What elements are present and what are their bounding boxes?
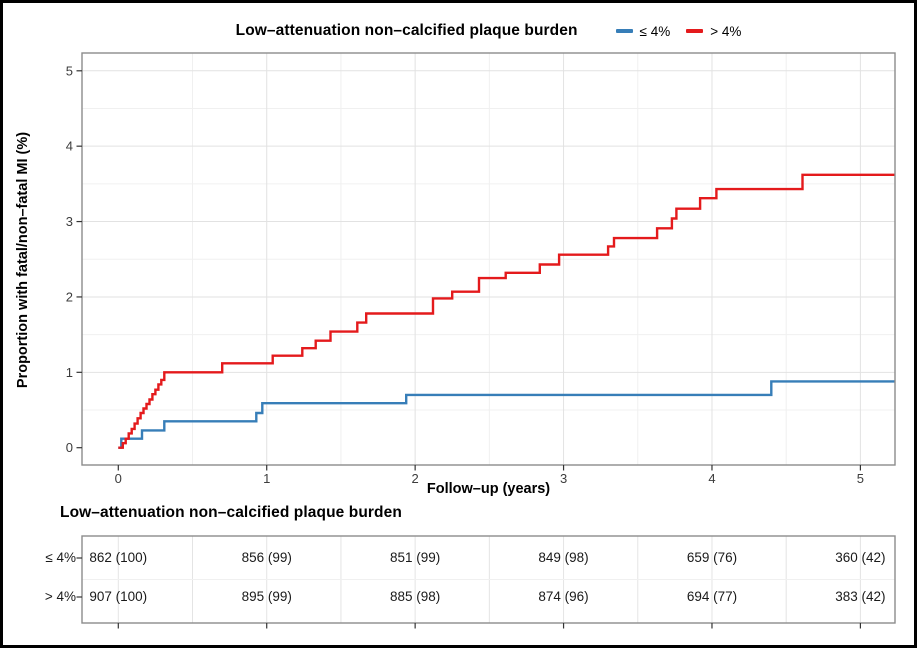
- chart-title: Low–attenuation non–calcified plaque bur…: [235, 22, 578, 39]
- legend-label-le4: ≤ 4%: [639, 23, 671, 39]
- risk-cell: 885 (98): [389, 589, 441, 604]
- y-tick-label: 0: [66, 440, 73, 455]
- risk-row-label-le4: ≤ 4%: [45, 550, 76, 565]
- y-tick-label: 4: [66, 139, 73, 154]
- x-tick-label: 4: [708, 471, 715, 486]
- x-tick-label: 2: [412, 471, 419, 486]
- risk-cell: 360 (42): [835, 550, 886, 565]
- risk-table-title: Low–attenuation non–calcified plaque bur…: [60, 504, 402, 521]
- risk-cell: 874 (96): [538, 589, 589, 604]
- legend-item-gt4: > 4%: [686, 24, 741, 39]
- chart-gridlines-major: [82, 53, 895, 465]
- risk-cell: 383 (42): [835, 589, 886, 604]
- risk-cell: 659 (76): [686, 550, 738, 565]
- risk-cell: 862 (100): [89, 550, 148, 565]
- x-tick-label: 0: [115, 471, 122, 486]
- curve-le4: [118, 380, 895, 449]
- legend-item-le4: ≤ 4%: [615, 23, 671, 39]
- risk-row-label-gt4: > 4%: [44, 589, 76, 604]
- risk-cell: 849 (98): [538, 550, 589, 565]
- risk-cell: 856 (99): [241, 550, 292, 565]
- x-axis-title: Follow–up (years): [426, 481, 551, 497]
- risk-cell: 907 (100): [89, 589, 148, 604]
- risk-cell: 851 (99): [389, 550, 441, 565]
- legend-swatch-gt4-icon: [686, 29, 704, 33]
- y-tick-label: 3: [66, 214, 73, 229]
- x-tick-label: 3: [560, 471, 567, 486]
- risk-table-border: [81, 535, 896, 624]
- y-tick-label: 2: [66, 289, 73, 304]
- legend-label-gt4: > 4%: [710, 23, 742, 39]
- figure-header: Low–attenuation non–calcified plaque bur…: [82, 19, 895, 43]
- risk-cell: 694 (77): [686, 589, 738, 604]
- chart-panel-border: [81, 52, 896, 466]
- axis-tick-labels: 0 1 2 3 4 5 0 1 2 3 4 5: [66, 63, 864, 486]
- y-tick-label: 5: [66, 63, 73, 78]
- y-tick-label: 1: [66, 365, 73, 380]
- table-gridlines: [82, 536, 895, 623]
- legend-swatch-le4-icon: [615, 29, 633, 33]
- risk-cell: 895 (99): [241, 589, 292, 604]
- x-tick-label: 5: [857, 471, 864, 486]
- survival-curves: [118, 173, 895, 449]
- table-ticks: [76, 557, 862, 629]
- chart-svg: 0 1 2 3 4 5 0 1 2 3 4 5: [66, 52, 896, 629]
- axis-ticks: [76, 70, 862, 471]
- chart-gridlines-minor: [82, 53, 895, 465]
- curve-gt4: [118, 173, 895, 449]
- legend: ≤ 4% > 4%: [615, 23, 741, 39]
- x-tick-label: 1: [263, 471, 270, 486]
